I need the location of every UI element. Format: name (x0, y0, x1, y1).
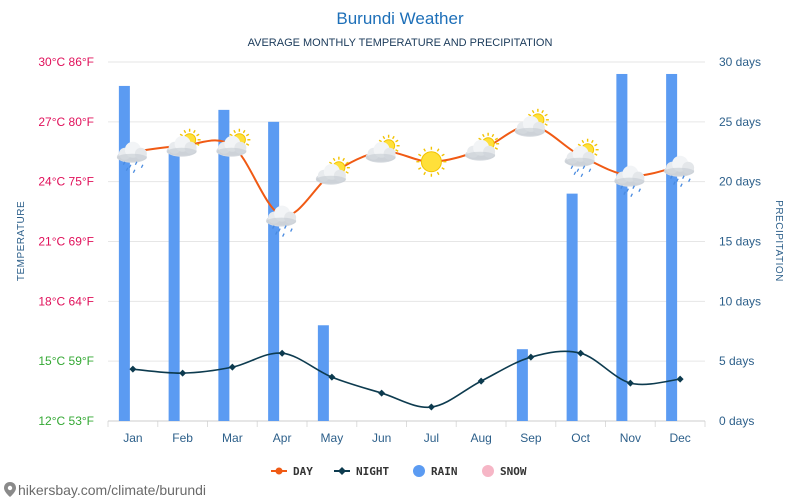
legend-item-day[interactable]: DAY (271, 465, 313, 478)
cloud-sun-icon (216, 128, 251, 157)
cloud-rain-icon (614, 165, 645, 197)
rain-bar (616, 73, 628, 421)
weather-icons (116, 108, 695, 237)
x-tick-label: Jul (424, 431, 439, 445)
x-tick-label: Jun (372, 431, 391, 445)
legend: DAY NIGHT RAIN SNOW (271, 465, 527, 478)
night-line (132, 350, 681, 409)
y-axis-right: 30 days 25 days 20 days 15 days 10 days 5 day… (719, 55, 761, 428)
cloud-sun-icon (465, 132, 500, 161)
night-point (179, 369, 187, 377)
x-tick-label: Feb (172, 431, 193, 445)
y-axis-left-title: TEMPERATURE (16, 201, 27, 281)
grid (107, 61, 706, 427)
y-right-tick-label: 10 days (719, 294, 761, 308)
legend-snow-label: SNOW (500, 465, 527, 478)
y-right-tick-label: 30 days (719, 55, 761, 69)
day-line (132, 124, 681, 217)
y-axis-left: 30°C 86°F 27°C 80°F 24°C 75°F 21°C 69°F 18°C… (38, 55, 94, 428)
cloud-sun-icon (315, 156, 350, 185)
night-point (278, 349, 286, 357)
night-point (626, 379, 634, 387)
y-left-tick-label: 15°C 59°F (38, 354, 94, 368)
y-right-tick-label: 15 days (719, 235, 761, 249)
x-tick-label: Dec (669, 431, 690, 445)
night-series (129, 349, 684, 411)
cloud-rain-icon (664, 155, 695, 188)
x-tick-label: Sep (520, 431, 542, 445)
legend-day-label: DAY (293, 465, 313, 478)
legend-item-snow[interactable]: SNOW (482, 465, 527, 478)
location-pin-icon (4, 482, 16, 497)
y-left-tick-label: 18°C 64°F (38, 294, 94, 308)
legend-rain-label: RAIN (431, 465, 458, 478)
y-left-tick-label: 12°C 53°F (38, 414, 94, 428)
legend-night-label: NIGHT (356, 465, 389, 478)
rain-bar (268, 121, 280, 421)
cloud-sun-icon (166, 128, 201, 157)
night-point (328, 373, 336, 381)
cloud-sun-icon (365, 134, 400, 163)
footer: hikersbay.com/climate/burundi (4, 482, 206, 498)
x-tick-label: Aug (470, 431, 491, 445)
x-tick-label: Mar (222, 431, 243, 445)
night-point (228, 363, 236, 371)
rain-bar (666, 73, 678, 421)
rain-bar (516, 349, 528, 421)
rain-bar (566, 193, 578, 421)
y-left-tick-label: 27°C 80°F (38, 115, 94, 129)
x-tick-label: May (321, 431, 344, 445)
footer-url[interactable]: hikersbay.com/climate/burundi (18, 482, 206, 498)
chart-subtitle: AVERAGE MONTHLY TEMPERATURE AND PRECIPIT… (248, 37, 553, 49)
night-point (129, 365, 137, 373)
legend-item-night[interactable]: NIGHT (334, 465, 389, 478)
rain-bars (118, 73, 678, 421)
x-axis: Jan Feb Mar Apr May Jun Jul Aug Sep Oct Nov Dec (123, 431, 691, 445)
x-tick-label: Nov (620, 431, 641, 445)
legend-item-rain[interactable]: RAIN (413, 465, 458, 478)
chart-title: Burundi Weather (336, 9, 464, 28)
sun-icon (416, 146, 447, 177)
x-tick-label: Jan (123, 431, 142, 445)
x-tick-label: Oct (571, 431, 590, 445)
day-series (130, 123, 683, 219)
cloud-sun-icon (514, 108, 549, 137)
night-point (477, 377, 485, 385)
night-point (527, 353, 535, 361)
y-right-tick-label: 0 days (719, 414, 754, 428)
y-right-tick-label: 25 days (719, 115, 761, 129)
y-left-tick-label: 30°C 86°F (38, 55, 94, 69)
y-left-tick-label: 21°C 69°F (38, 235, 94, 249)
cloud-rain-icon (116, 141, 147, 174)
cloud-rain-icon (266, 205, 297, 237)
cloud-sun-rain-icon (564, 138, 599, 178)
night-point (676, 375, 684, 383)
rain-bar (218, 109, 230, 421)
y-right-tick-label: 5 days (719, 354, 754, 368)
rain-bar (168, 145, 180, 421)
night-point (427, 403, 435, 411)
y-left-tick-label: 24°C 75°F (38, 175, 94, 189)
night-point (378, 389, 386, 397)
y-axis-right-title: PRECIPITATION (773, 200, 784, 282)
y-right-tick-label: 20 days (719, 175, 761, 189)
x-tick-label: Apr (273, 431, 292, 445)
rain-bar (118, 85, 130, 421)
night-point (577, 349, 585, 357)
